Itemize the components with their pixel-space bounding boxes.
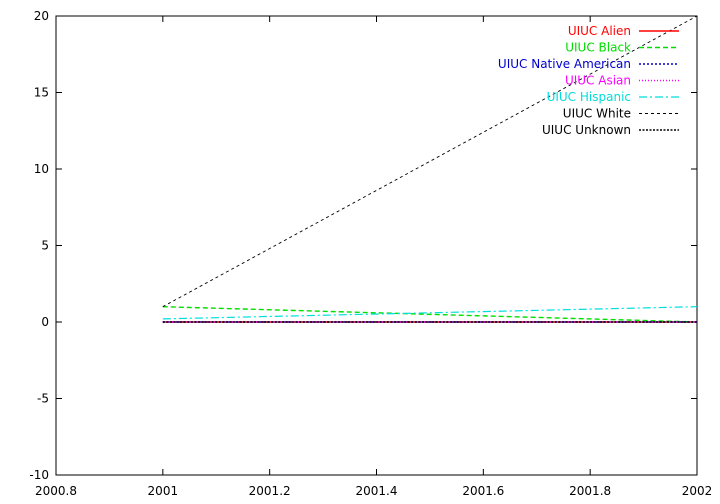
y-tick-label: 15 [34, 86, 49, 100]
x-tick-label: 2001.2 [249, 484, 291, 498]
y-tick-label: -10 [29, 468, 49, 482]
series-line [162, 306, 698, 320]
legend: UIUC Alien UIUC Black UIUC Native American… [498, 24, 679, 137]
legend-label: UIUC Black [565, 41, 631, 55]
y-tick-label: 20 [34, 9, 49, 23]
series-line [162, 15, 698, 308]
x-tick-label: 2001.6 [462, 484, 504, 498]
legend-label: UIUC Hispanic [547, 90, 631, 104]
axis-ticks: 2000.8 2001 2001.2 2001.4 2001.6 2001.8 2002 -1… [29, 9, 712, 498]
y-tick-label: 5 [41, 239, 49, 253]
x-tick-label: 2000.8 [35, 484, 77, 498]
x-tick-label: 2001.8 [569, 484, 611, 498]
legend-label: UIUC White [563, 107, 631, 121]
legend-label: UIUC Alien [568, 24, 631, 38]
legend-label: UIUC Asian [565, 74, 631, 88]
y-tick-label: 0 [41, 315, 49, 329]
series-lines [162, 15, 698, 323]
x-tick-label: 2001.4 [356, 484, 398, 498]
legend-label: UIUC Native American [498, 57, 631, 71]
legend-label: UIUC Unknown [542, 123, 631, 137]
y-tick-label: 10 [34, 162, 49, 176]
series-line [162, 306, 698, 323]
x-tick-label: 2001 [148, 484, 179, 498]
x-tick-label: 2002 [682, 484, 713, 498]
y-tick-label: -5 [37, 392, 49, 406]
